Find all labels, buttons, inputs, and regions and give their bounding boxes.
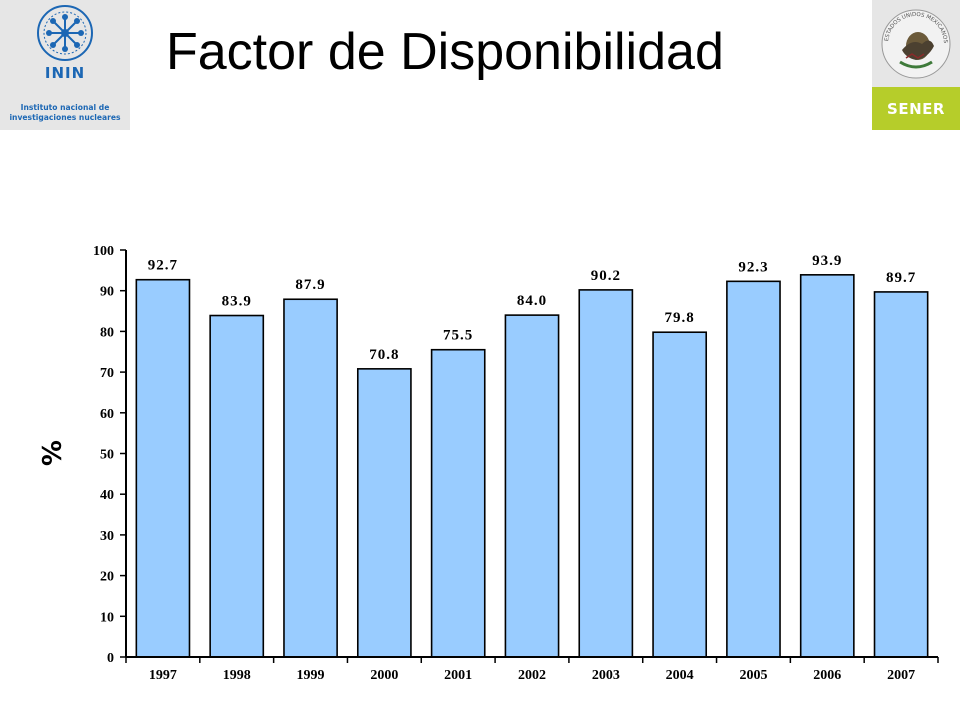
bar (799, 274, 855, 658)
y-tick-label: 30 (100, 529, 114, 544)
y-tick-label: 10 (100, 610, 114, 625)
inin-logo: ININ Instituto nacional de investigacion… (0, 0, 130, 130)
inin-name: ININ (44, 64, 86, 82)
y-tick-label: 100 (93, 244, 114, 259)
x-tick-label: 2000 (370, 668, 398, 683)
inin-line1: Instituto nacional de (20, 103, 110, 112)
bar (504, 314, 560, 658)
x-tick-label: 2001 (444, 668, 472, 683)
bar-value-label: 92.7 (148, 258, 178, 274)
y-tick-label: 40 (100, 488, 114, 503)
x-tick-label: 1998 (223, 668, 251, 683)
x-tick-label: 2002 (518, 668, 546, 683)
bar (652, 331, 708, 658)
y-tick-label: 70 (100, 366, 114, 381)
x-tick-label: 1997 (149, 668, 177, 683)
x-tick-label: 2007 (887, 668, 915, 683)
sener-logo: ESTADOS UNIDOS MEXICANOS SENER (872, 0, 960, 130)
bar (356, 368, 412, 658)
x-tick-label: 1999 (297, 668, 325, 683)
inin-atom-icon (37, 5, 93, 61)
bar (283, 298, 338, 658)
bar-value-label: 89.7 (886, 270, 916, 286)
bar-value-label: 87.9 (295, 277, 325, 293)
x-tick-label: 2004 (666, 668, 694, 683)
sener-band (872, 87, 960, 130)
bar (873, 291, 929, 658)
bar-value-label: 75.5 (443, 328, 473, 344)
bar-value-label: 92.3 (738, 259, 768, 275)
eagle-seal-icon: ESTADOS UNIDOS MEXICANOS (881, 9, 951, 79)
x-tick-label: 2005 (739, 668, 767, 683)
bar (430, 348, 486, 658)
y-tick-label: 90 (100, 285, 114, 300)
x-tick-label: 2003 (592, 668, 620, 683)
x-tick-label: 2006 (813, 668, 841, 683)
bar-value-label: 90.2 (591, 268, 621, 284)
bar-value-label: 93.9 (812, 253, 842, 269)
y-tick-label: 50 (100, 448, 114, 463)
y-tick-label: 60 (100, 407, 114, 422)
bar (578, 289, 634, 658)
bar (135, 278, 191, 658)
mexico-seal: ESTADOS UNIDOS MEXICANOS (872, 0, 960, 87)
y-tick-label: 0 (107, 651, 114, 666)
inin-line2: investigaciones nucleares (9, 113, 121, 122)
y-tick-label: 80 (100, 325, 114, 340)
y-tick-label: 20 (100, 570, 114, 585)
sener-name: SENER (887, 100, 945, 118)
page-title: Factor de Disponibilidad (166, 23, 724, 81)
bar-value-label: 70.8 (369, 347, 399, 363)
bar-value-label: 79.8 (665, 310, 695, 326)
bar-value-label: 84.0 (517, 293, 547, 309)
bar (209, 314, 265, 658)
bar (726, 280, 781, 658)
bar-value-label: 83.9 (222, 294, 252, 310)
